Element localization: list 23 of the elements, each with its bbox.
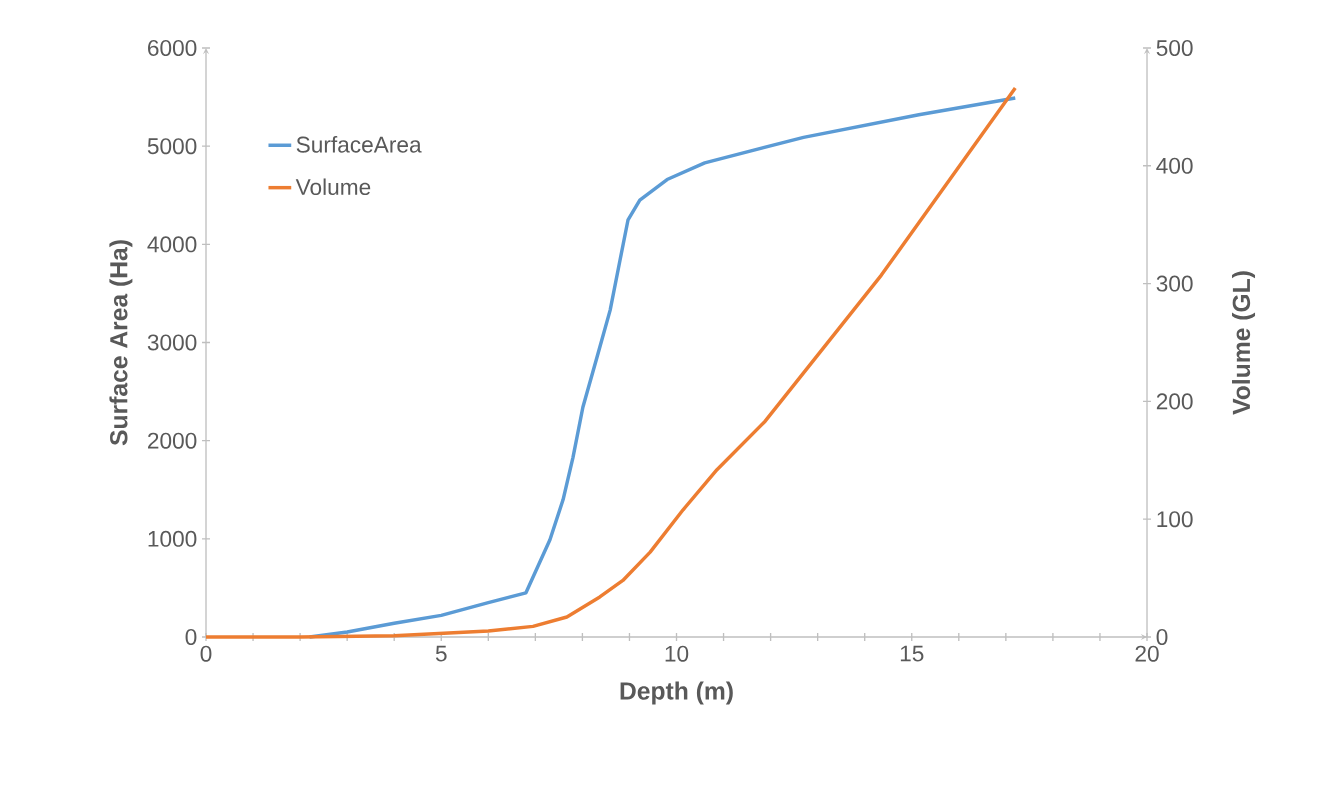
y-tick-label: 3000 xyxy=(147,334,197,351)
x-tick-label: 0 xyxy=(200,645,212,662)
y2-tick-label: 200 xyxy=(1156,393,1193,410)
y-tick-label: 5000 xyxy=(147,138,197,155)
y-tick-label: 6000 xyxy=(148,39,197,57)
y2-tick-label: 500 xyxy=(1156,39,1193,57)
y-tick-label: 4000 xyxy=(147,236,197,253)
y2-axis-title: Volume (GL) xyxy=(1232,271,1256,415)
y2-tick-label: 100 xyxy=(1157,511,1193,528)
x-tick-label: 10 xyxy=(665,645,689,662)
y-tick-label: 2000 xyxy=(148,432,197,449)
x-tick-label: 15 xyxy=(900,645,924,662)
x-tick-label: 20 xyxy=(1135,645,1159,662)
legend-label: SurfaceArea xyxy=(296,136,422,153)
y2-tick-label: 400 xyxy=(1156,157,1193,174)
y-tick-label: 1000 xyxy=(148,530,197,547)
legend-label: Volume xyxy=(295,178,371,196)
x-axis-title: Depth (m) xyxy=(620,681,733,705)
x-tick-label: 5 xyxy=(435,645,447,662)
y2-tick-label: 0 xyxy=(1156,628,1168,646)
y-axis-title: Surface Area (Ha) xyxy=(109,240,133,446)
y-tick-label: 0 xyxy=(185,628,197,646)
y2-tick-label: 300 xyxy=(1156,275,1193,292)
